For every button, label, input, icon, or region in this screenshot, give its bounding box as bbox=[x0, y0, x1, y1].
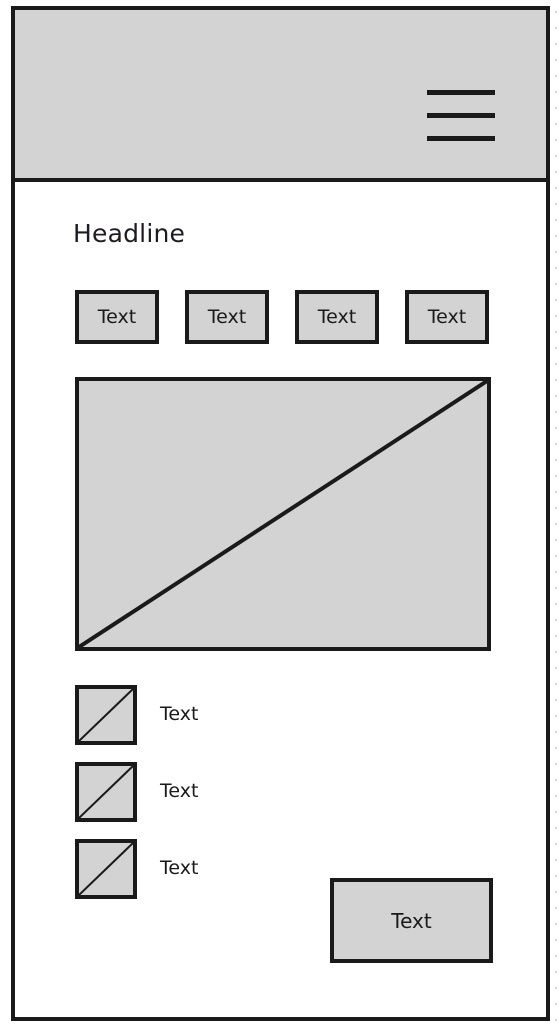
tag-button-3[interactable]: Text bbox=[295, 290, 379, 344]
image-placeholder-icon bbox=[75, 377, 491, 651]
thumbnail-placeholder-icon bbox=[75, 839, 137, 899]
list-item[interactable]: Text bbox=[75, 839, 495, 899]
thumbnail-placeholder-icon bbox=[75, 685, 137, 745]
mobile-frame: Headline Text Text Text Text Text Text bbox=[11, 6, 550, 1021]
page-headline: Headline bbox=[73, 219, 186, 248]
list-item-label: Text bbox=[160, 780, 199, 802]
hamburger-bar bbox=[427, 90, 495, 95]
list-item-label: Text bbox=[160, 703, 199, 725]
list-item-label: Text bbox=[160, 857, 199, 879]
hamburger-menu-icon[interactable] bbox=[427, 90, 495, 142]
list-item[interactable]: Text bbox=[75, 685, 495, 745]
thumbnail-placeholder-icon bbox=[75, 762, 137, 822]
action-button[interactable]: Text bbox=[330, 878, 493, 963]
hamburger-bar bbox=[427, 136, 495, 141]
app-header bbox=[15, 10, 546, 182]
image-placeholder-diagonal bbox=[79, 381, 487, 647]
hamburger-bar bbox=[427, 113, 495, 118]
tag-button-2[interactable]: Text bbox=[185, 290, 269, 344]
list-item[interactable]: Text bbox=[75, 762, 495, 822]
tag-button-1[interactable]: Text bbox=[75, 290, 159, 344]
tag-button-4[interactable]: Text bbox=[405, 290, 489, 344]
